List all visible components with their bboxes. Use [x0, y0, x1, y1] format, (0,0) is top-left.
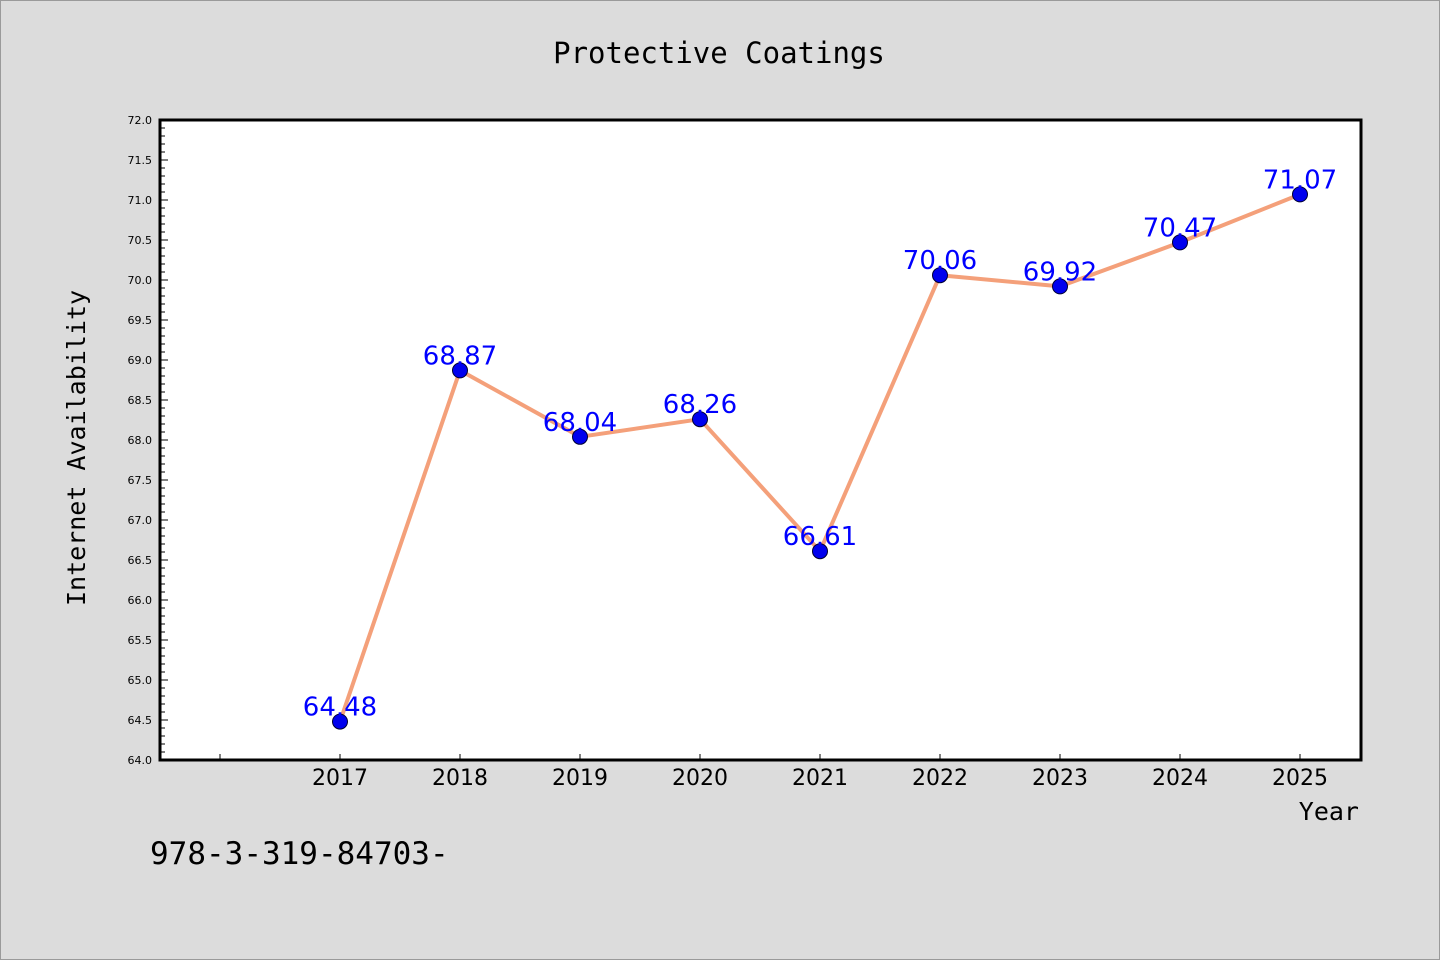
- data-labels: 64.48 68.87 68.04 68.26 66.61 70.06 69.92 70.47…: [303, 165, 1337, 722]
- y-tick-label: 64.5: [128, 714, 153, 727]
- x-tick-label: 2017: [312, 766, 368, 791]
- y-tick-label: 67.5: [128, 474, 153, 487]
- y-tick-label: 64.0: [128, 754, 153, 767]
- data-label: 64.48: [303, 693, 377, 723]
- x-axis-title: Year: [1299, 797, 1359, 826]
- data-point: [332, 713, 348, 730]
- x-tick-label: 2022: [912, 766, 968, 791]
- x-tick-label: 2023: [1032, 766, 1088, 791]
- y-tick-label: 71.5: [128, 154, 153, 167]
- x-axis: 2017 2018 2019 2020 2021 2022 2023 2024 2025: [219, 754, 1328, 791]
- data-point: [932, 267, 948, 284]
- data-label: 71.07: [1263, 165, 1337, 195]
- y-tick-label: 71.0: [128, 194, 153, 207]
- data-label: 68.04: [543, 408, 617, 438]
- x-tick-label: 2024: [1152, 766, 1208, 791]
- y-tick-label: 68.0: [128, 434, 153, 447]
- data-label: 70.06: [903, 246, 977, 276]
- data-label: 70.47: [1143, 213, 1217, 243]
- y-axis-title: Internet Availability: [62, 290, 91, 606]
- data-point: [1052, 278, 1068, 295]
- x-tick-label: 2025: [1272, 766, 1328, 791]
- data-point: [692, 411, 708, 428]
- data-point: [812, 543, 828, 560]
- data-label: 69.92: [1023, 257, 1097, 287]
- y-tick-label: 66.0: [128, 594, 153, 607]
- y-tick-label: 66.5: [128, 554, 153, 567]
- y-axis: 64.0 64.5 65.0 65.5 66.0 66.5 67.0 67.5 68.0 68.5…: [128, 114, 168, 767]
- data-label: 66.61: [783, 522, 857, 552]
- x-tick-label: 2019: [552, 766, 608, 791]
- x-tick-label: 2021: [792, 766, 848, 791]
- y-tick-label: 67.0: [128, 514, 153, 527]
- data-label: 68.26: [663, 390, 737, 420]
- data-point: [572, 428, 588, 445]
- data-point: [452, 362, 468, 379]
- data-point: [1292, 186, 1308, 203]
- y-tick-label: 72.0: [128, 114, 153, 127]
- footer-text: 978-3-319-84703-: [150, 836, 449, 872]
- y-tick-label: 65.0: [128, 674, 153, 687]
- x-tick-label: 2020: [672, 766, 728, 791]
- plot-area: [158, 118, 1363, 762]
- y-tick-label: 69.0: [128, 354, 153, 367]
- y-tick-label: 69.5: [128, 314, 153, 327]
- data-label: 68.87: [423, 341, 497, 371]
- y-tick-label: 70.0: [128, 274, 153, 287]
- x-tick-label: 2018: [432, 766, 488, 791]
- y-tick-label: 70.5: [128, 234, 153, 247]
- series-markers: [332, 186, 1308, 730]
- y-tick-label: 68.5: [128, 394, 153, 407]
- data-point: [1172, 234, 1188, 251]
- y-tick-label: 65.5: [128, 634, 153, 647]
- chart-title: Protective Coatings: [553, 36, 885, 70]
